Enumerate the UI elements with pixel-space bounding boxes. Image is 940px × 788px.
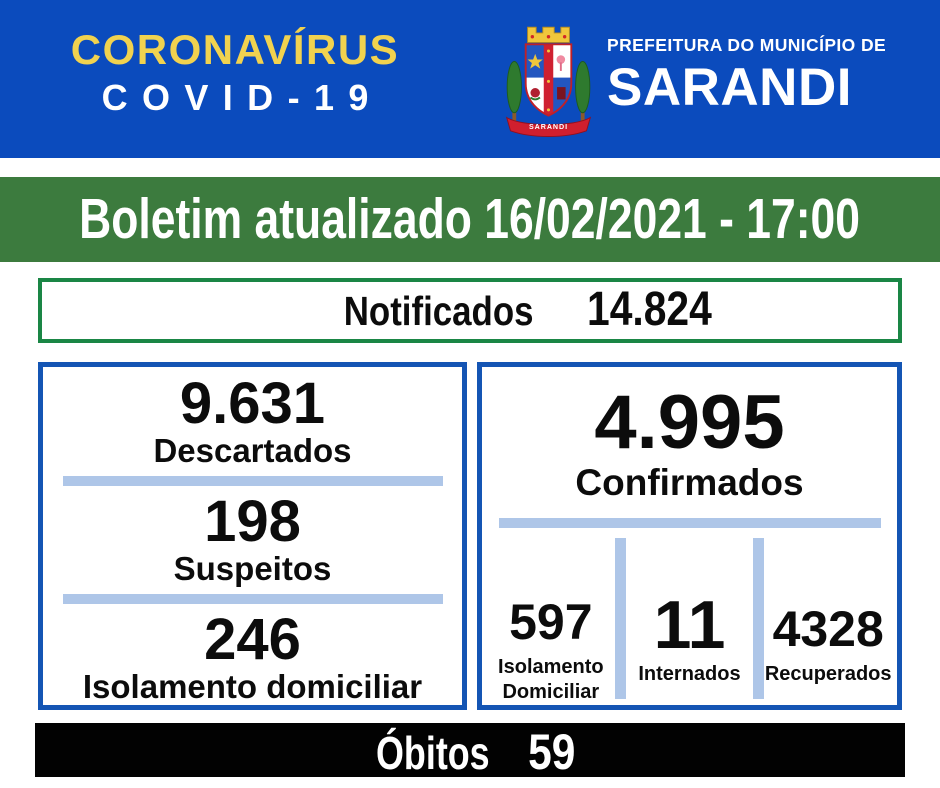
municipality-line2: SARANDI xyxy=(607,57,852,117)
vertical-divider xyxy=(753,537,765,699)
confirmed-breakdown: 597 Isolamento Domiciliar 11 Internados … xyxy=(487,537,892,705)
crest-tree-right-icon xyxy=(575,60,591,122)
home-isolation-value: 246 xyxy=(204,606,301,672)
horizontal-divider xyxy=(62,476,443,486)
municipality-title-block: PREFEITURA DO MUNICÍPIO DE SARANDI xyxy=(607,35,927,117)
municipality-line1: PREFEITURA DO MUNICÍPIO DE xyxy=(607,35,887,55)
disease-title-line2: COVID-19 xyxy=(101,77,383,118)
crest-star-icon xyxy=(527,53,543,69)
notified-value: 14.824 xyxy=(587,283,713,336)
bulletin-date-bar: Boletim atualizado 16/02/2021 - 17:00 xyxy=(0,177,940,262)
discarded-label: Descartados xyxy=(153,432,352,469)
disease-title-line1: CORONAVÍRUS xyxy=(70,26,400,73)
crest-ribbon-text: SARANDI xyxy=(529,123,568,131)
header-banner: CORONAVÍRUS COVID-19 xyxy=(0,0,940,158)
bulletin-date-text: Boletim atualizado 16/02/2021 - 17:00 xyxy=(79,187,861,251)
crest-crown-icon xyxy=(527,26,570,43)
home-isolation-label: Isolamento domiciliar xyxy=(82,667,423,705)
deaths-bar: Óbitos 59 xyxy=(35,723,905,780)
substat-hospitalized-label: Internados xyxy=(638,663,741,685)
substat-hospitalized: 11 Internados xyxy=(626,538,754,705)
notified-label: Notificados xyxy=(343,288,534,334)
crest-ribbon-icon: SARANDI xyxy=(505,116,592,137)
confirmed-stats-panel: 4.995 Confirmados 597 Isolamento Domicil… xyxy=(477,362,902,710)
substat-home-isolation-value: 597 xyxy=(509,594,593,650)
substat-home-isolation-label: Isolamento Domiciliar xyxy=(498,655,604,705)
suspected-label: Suspeitos xyxy=(173,549,332,587)
substat-home-isolation: 597 Isolamento Domiciliar xyxy=(487,538,615,705)
disease-title-block: CORONAVÍRUS COVID-19 xyxy=(0,0,470,158)
triage-stats-panel: 9.631 Descartados 198 Suspeitos 246 Isol… xyxy=(38,362,467,710)
discarded-value: 9.631 xyxy=(179,371,326,436)
confirmed-value: 4.995 xyxy=(594,380,785,465)
crest-shield-icon xyxy=(524,43,573,117)
substat-recovered-value: 4328 xyxy=(772,601,884,657)
substat-recovered-label: Recuperados xyxy=(764,663,892,685)
substat-hospitalized-value: 11 xyxy=(653,587,726,664)
sarandi-coat-of-arms-icon: SARANDI xyxy=(505,26,592,137)
confirmed-label: Confirmados xyxy=(575,462,804,503)
notified-box: Notificados 14.824 xyxy=(38,278,902,343)
suspected-value: 198 xyxy=(204,488,301,554)
horizontal-divider xyxy=(498,517,881,528)
deaths-label: Óbitos xyxy=(376,727,490,779)
horizontal-divider xyxy=(62,594,443,604)
substat-label-line: Domiciliar xyxy=(502,681,600,703)
substat-recovered: 4328 Recuperados xyxy=(764,538,892,705)
crest-tree-left-icon xyxy=(506,60,522,122)
substat-label-line: Isolamento xyxy=(498,656,604,678)
vertical-divider xyxy=(614,537,626,699)
deaths-value: 59 xyxy=(528,724,576,780)
